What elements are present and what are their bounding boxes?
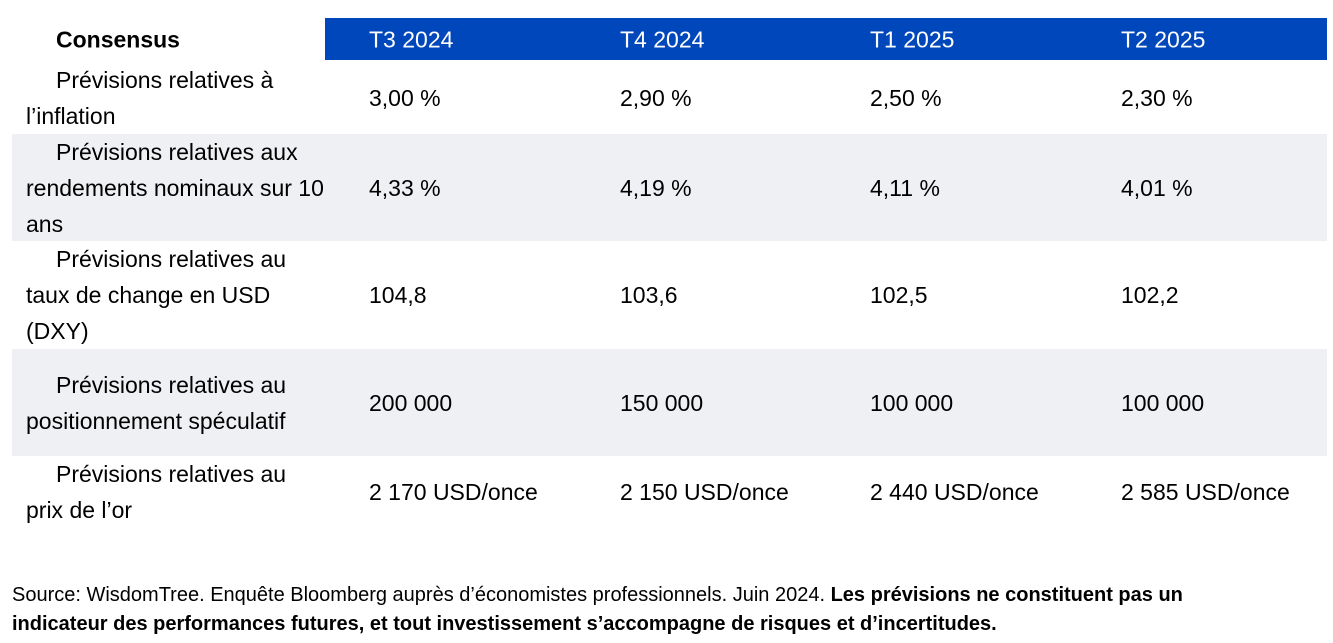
- table-cell: 100 000: [1121, 389, 1205, 416]
- column-header: T4 2024: [620, 26, 705, 53]
- table-cell: 4,11 %: [870, 174, 940, 201]
- table-cell: 4,19 %: [620, 174, 692, 201]
- source-note: Source: WisdomTree. Enquête Bloomberg au…: [12, 581, 1212, 639]
- table-cell: 100 000: [870, 389, 954, 416]
- table-title: Consensus: [56, 26, 180, 53]
- table-row: Prévisions relatives à l’inflation 3,00 …: [12, 62, 1327, 134]
- disclaimer-text: Les prévisions ne constituent pas un ind…: [12, 584, 1183, 635]
- table-cell: 200 000: [369, 389, 453, 416]
- table-cell: 103,6: [620, 282, 678, 308]
- table-cell: 4,33 %: [369, 174, 441, 201]
- row-label: Prévisions relatives au positionnement s…: [26, 371, 287, 434]
- table-cell: 2 170 USD/once: [369, 479, 538, 505]
- table-cell: 2 585 USD/once: [1121, 479, 1290, 505]
- table-cell: 2,90 %: [620, 85, 692, 111]
- table-row: Prévisions relatives au taux de change e…: [12, 241, 1327, 349]
- source-text: Source: WisdomTree. Enquête Bloomberg au…: [12, 584, 826, 606]
- table-cell: 2 150 USD/once: [620, 479, 789, 505]
- table-cell: 2 440 USD/once: [870, 479, 1039, 505]
- table-cell: 2,30 %: [1121, 85, 1193, 111]
- table-header: Consensus T3 2024 T4 2024 T1 2025 T2 202…: [12, 18, 1327, 62]
- table-cell: 104,8: [369, 282, 427, 308]
- table-cell: 102,5: [870, 282, 928, 308]
- column-header: T3 2024: [369, 26, 454, 53]
- consensus-table: Consensus T3 2024 T4 2024 T1 2025 T2 202…: [12, 18, 1327, 528]
- table-cell: 102,2: [1121, 282, 1179, 308]
- row-label: Prévisions relatives au prix de l’or: [26, 461, 287, 523]
- table-row: Prévisions relatives au positionnement s…: [12, 349, 1327, 456]
- column-header: T1 2025: [870, 26, 955, 53]
- row-label: Prévisions relatives à l’inflation: [26, 67, 274, 129]
- row-label: Prévisions relatives aux rendements nomi…: [26, 138, 324, 237]
- table-cell: 2,50 %: [870, 85, 942, 111]
- table-row: Prévisions relatives aux rendements nomi…: [12, 134, 1327, 241]
- table-cell: 4,01 %: [1121, 174, 1193, 201]
- table-cell: 3,00 %: [369, 85, 441, 111]
- header-bar: [325, 18, 1327, 60]
- table-row: Prévisions relatives au prix de l’or 2 1…: [12, 456, 1327, 528]
- row-label: Prévisions relatives au taux de change e…: [26, 246, 287, 344]
- column-header: T2 2025: [1121, 26, 1206, 53]
- table-cell: 150 000: [620, 389, 704, 416]
